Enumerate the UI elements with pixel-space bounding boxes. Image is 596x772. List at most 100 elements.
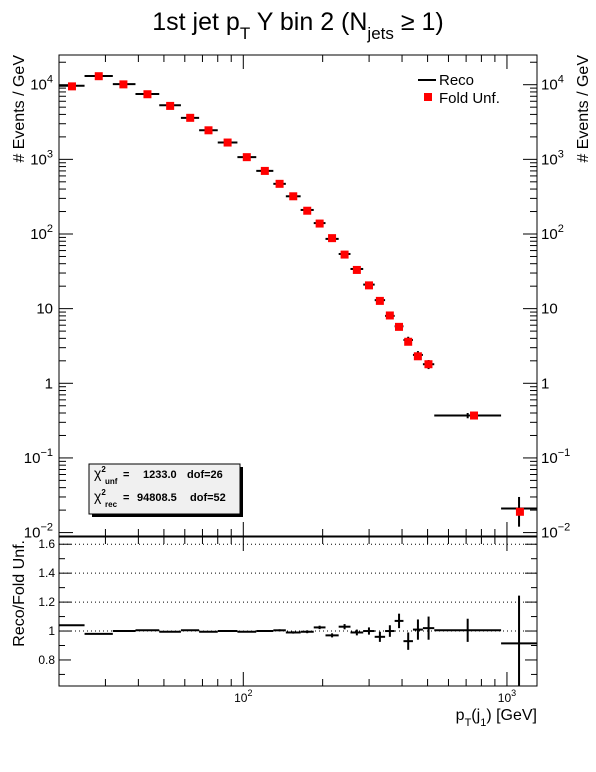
chi2-stats-box: χ2 unf = 1233.0 dof=26 χ2 rec = 94808.5 … (88, 463, 243, 517)
y-tick-label-right: 10−1 (541, 447, 570, 467)
y-tick-labels-right: 10−2 10−1 1 10 102 103 104 (541, 74, 570, 542)
ratio-y-tick-label: 1.6 (38, 537, 55, 551)
y-tick-label-left: 10−1 (24, 447, 53, 467)
ratio-point (374, 631, 386, 642)
fold-unf-point (223, 138, 232, 147)
y-tick-label-right: 103 (541, 148, 564, 168)
legend: Reco Fold Unf. (418, 72, 500, 107)
chi2-unf-symbol: χ2 (94, 465, 106, 481)
y-minor-ticks (59, 61, 537, 537)
chi2-rec-sub: rec (105, 500, 118, 509)
ratio-point (256, 630, 274, 633)
y-tick-label-right: 1 (541, 375, 549, 392)
fold-unf-point (375, 296, 384, 305)
ratio-point (501, 595, 537, 686)
fold-unf-point (352, 265, 361, 274)
y-tick-label-left: 102 (30, 223, 53, 243)
reco-series (59, 74, 537, 527)
ratio-point (412, 619, 423, 640)
ratio-point (434, 618, 502, 642)
ratio-y-axis-ticks (59, 543, 537, 675)
ratio-point (403, 632, 413, 650)
ratio-point (237, 630, 257, 633)
ratio-y-tick-label: 1 (48, 624, 55, 638)
ratio-point (217, 630, 238, 633)
y-tick-label-right: 10 (541, 301, 558, 318)
fold-unf-point (404, 337, 413, 346)
ratio-gridlines (59, 543, 537, 632)
fold-unf-point (385, 311, 394, 320)
fold-unf-point (94, 72, 103, 81)
legend-fold-unf-swatch (424, 93, 432, 101)
y-tick-label-left: 103 (30, 148, 53, 168)
fold-unf-series (67, 72, 524, 516)
ratio-y-tick-labels: 0.8 1 1.2 1.4 1.6 (38, 537, 55, 667)
fold-unf-point (260, 166, 269, 175)
y-axis-label-right: # Events / GeV (575, 55, 592, 163)
ratio-point (385, 625, 395, 637)
fold-unf-point (119, 80, 128, 89)
stats-box (88, 463, 241, 515)
ratio-point (199, 630, 218, 633)
chi2-unf-eq: = (123, 469, 129, 481)
y-tick-labels-left: 10−2 10−1 1 10 102 103 104 (24, 74, 53, 542)
y-tick-label-left: 1 (45, 375, 53, 392)
fold-unf-point (364, 281, 373, 290)
ratio-point (350, 629, 364, 636)
x-axis-label: pT(j1) [GeV] (456, 707, 537, 729)
fold-unf-point (166, 101, 175, 110)
y-axis-label-left: # Events / GeV (11, 55, 28, 163)
fold-unf-point (275, 179, 284, 188)
y-tick-label-left: 104 (30, 74, 53, 94)
legend-reco-label: Reco (439, 72, 474, 89)
chi2-rec-dof: dof=52 (190, 492, 226, 504)
fold-unf-point (413, 352, 422, 361)
ratio-point (363, 627, 375, 635)
chi2-unf-sub: unf (105, 477, 118, 486)
y-tick-label-right: 10−2 (541, 522, 570, 542)
fold-unf-point (394, 322, 403, 331)
chi2-rec-eq: = (123, 492, 129, 504)
fold-unf-point (515, 507, 524, 516)
fold-unf-point (424, 360, 433, 369)
ratio-series (59, 595, 537, 686)
chi2-unf-dof: dof=26 (187, 469, 223, 481)
reco-point (434, 412, 502, 419)
ratio-y-tick-label: 1.4 (38, 566, 55, 580)
y-tick-label-right: 104 (541, 74, 564, 94)
ratio-y-axis-label: Reco/Fold Unf. (11, 540, 28, 647)
x-tick-labels: 102 103 (234, 688, 516, 705)
y-tick-label-left: 10−2 (24, 522, 53, 542)
fold-unf-point (186, 113, 195, 122)
ratio-y-tick-label: 0.8 (38, 653, 55, 667)
chi2-rec-symbol: χ2 (94, 488, 106, 504)
ratio-point (338, 624, 351, 630)
ratio-frame (58, 536, 538, 687)
chi2-unf-value: 1233.0 (143, 469, 177, 481)
fold-unf-point (143, 90, 152, 99)
fold-unf-point (303, 206, 312, 215)
fold-unf-point (67, 82, 76, 91)
ratio-point (325, 633, 339, 638)
top-frame (58, 54, 538, 537)
fold-unf-point (328, 234, 337, 243)
fold-unf-point (242, 153, 251, 162)
fold-unf-point (315, 219, 324, 228)
ratio-y-tick-label: 1.2 (38, 595, 55, 609)
fold-unf-point (204, 126, 213, 135)
y-tick-label-right: 102 (541, 223, 564, 243)
x-minor-ticks (58, 55, 508, 686)
x-tick-label: 102 (234, 688, 252, 705)
fold-unf-point (289, 192, 298, 201)
chi2-rec-value: 94808.5 (137, 492, 177, 504)
ratio-point (394, 613, 404, 629)
legend-fold-unf-label: Fold Unf. (439, 90, 500, 107)
ratio-point (313, 625, 326, 630)
fold-unf-point (340, 250, 349, 259)
ratio-point (273, 629, 286, 632)
y-tick-label-left: 10 (36, 301, 53, 318)
x-tick-label: 103 (498, 688, 516, 705)
ratio-point (300, 630, 314, 634)
chart-title: 1st jet pT Y bin 2 (Njets ≥ 1) (152, 8, 443, 43)
